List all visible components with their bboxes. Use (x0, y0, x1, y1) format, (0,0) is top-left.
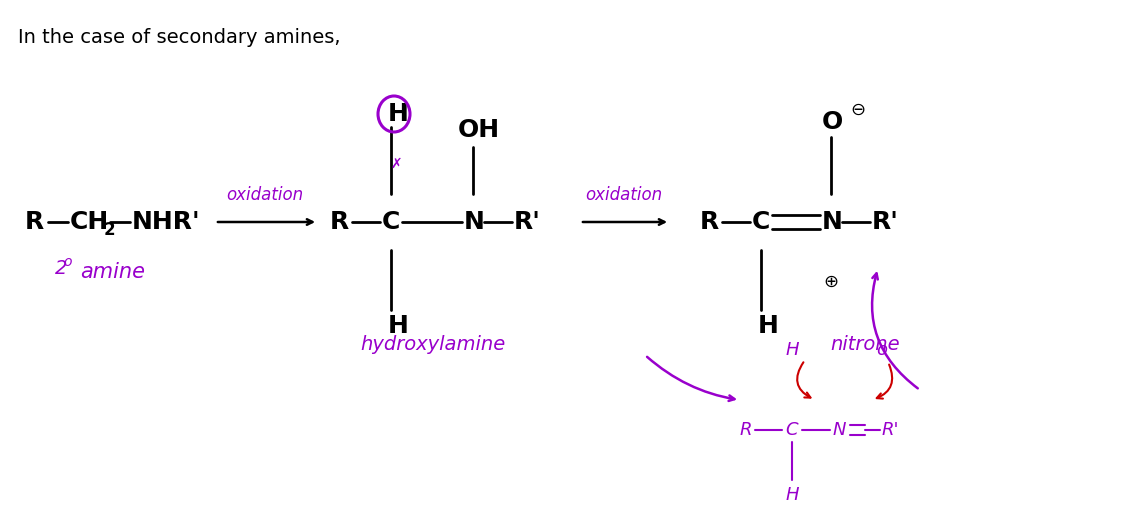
Text: O: O (822, 110, 843, 134)
Text: CH: CH (70, 210, 109, 234)
Text: R: R (329, 210, 349, 234)
Text: H: H (389, 102, 409, 126)
Text: R: R (740, 421, 752, 439)
Text: H: H (389, 314, 409, 338)
Text: R: R (700, 210, 719, 234)
Text: OH: OH (458, 118, 500, 142)
Text: 2: 2 (105, 221, 116, 239)
Text: C: C (785, 421, 797, 439)
Text: ⊕: ⊕ (824, 273, 838, 291)
Text: N: N (463, 210, 485, 234)
Text: H: H (785, 486, 799, 504)
Text: ⊖: ⊖ (850, 101, 866, 119)
Text: oxidation: oxidation (226, 186, 303, 204)
Text: amine: amine (80, 262, 145, 282)
Text: R: R (25, 210, 44, 234)
Text: C: C (752, 210, 770, 234)
Text: ✗: ✗ (390, 157, 402, 171)
Text: N: N (833, 421, 846, 439)
Text: C: C (382, 210, 400, 234)
Text: R': R' (882, 421, 900, 439)
Text: R': R' (513, 210, 541, 234)
Text: 2: 2 (55, 259, 67, 278)
Text: N: N (822, 210, 843, 234)
Text: H: H (785, 341, 799, 359)
Text: nitrone: nitrone (830, 336, 900, 355)
Text: H: H (758, 314, 779, 338)
Text: R': R' (872, 210, 899, 234)
Text: hydroxylamine: hydroxylamine (360, 336, 506, 355)
Text: oxidation: oxidation (585, 186, 662, 204)
Text: o: o (62, 255, 72, 269)
Text: NHR': NHR' (132, 210, 201, 234)
Text: In the case of secondary amines,: In the case of secondary amines, (18, 28, 341, 47)
Text: o: o (877, 341, 887, 359)
